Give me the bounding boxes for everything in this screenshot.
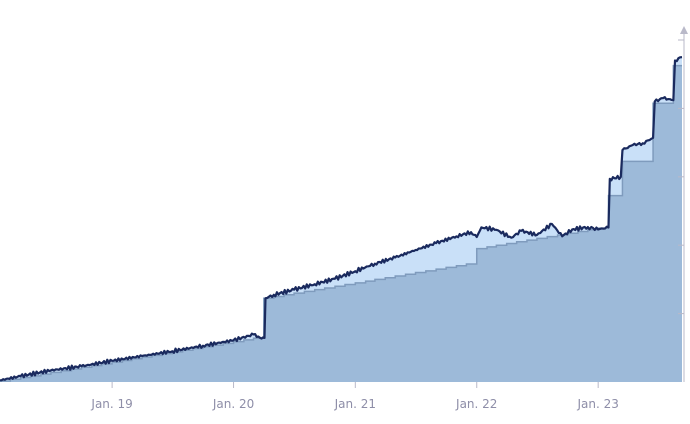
cumulative-step-line [0,64,682,382]
x-tick-label: Jan. 20 [212,397,254,411]
value-line [0,56,683,382]
y-axis-arrow-icon [680,26,688,34]
x-tick-label: Jan. 21 [334,397,376,411]
x-axis: Jan. 19 Jan. 20 Jan. 21 Jan. 22 Jan. 23 [90,382,619,411]
x-tick-label: Jan. 22 [455,397,497,411]
plot-area [0,56,683,383]
cumulative-step-area-overlay [0,65,682,383]
y-axis [678,26,688,382]
x-tick-label: Jan. 23 [576,397,618,411]
x-tick-label: Jan. 19 [90,397,132,411]
